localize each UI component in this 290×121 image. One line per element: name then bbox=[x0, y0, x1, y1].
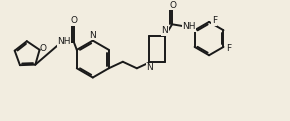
Text: O: O bbox=[71, 16, 78, 25]
Text: N: N bbox=[89, 31, 96, 40]
Text: N: N bbox=[146, 63, 153, 72]
Text: NH: NH bbox=[182, 22, 195, 31]
Text: O: O bbox=[169, 1, 176, 10]
Text: NH: NH bbox=[57, 37, 71, 46]
Text: F: F bbox=[226, 44, 231, 53]
Text: N: N bbox=[162, 26, 168, 35]
Text: F: F bbox=[212, 16, 217, 25]
Text: O: O bbox=[39, 44, 46, 53]
